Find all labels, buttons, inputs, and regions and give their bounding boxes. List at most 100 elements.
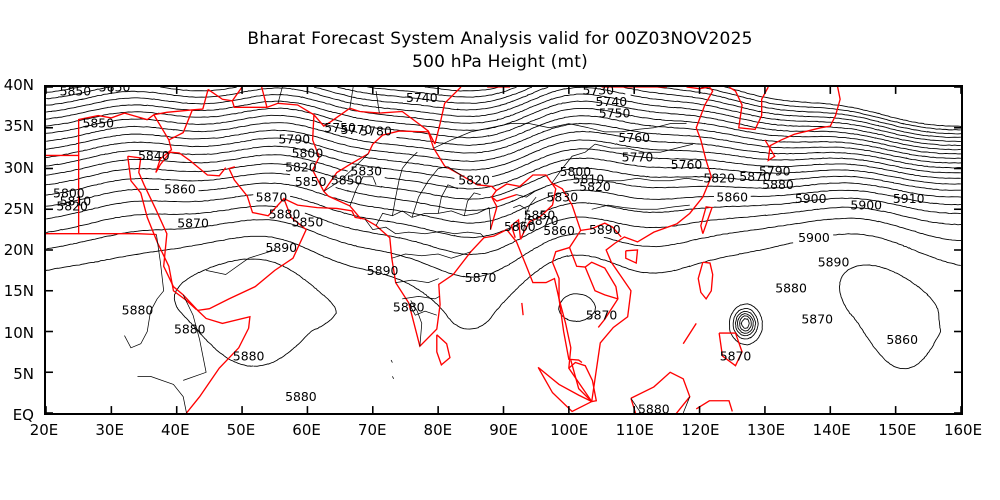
coastline-path bbox=[207, 88, 436, 145]
contour-value-label: 5880 bbox=[285, 389, 317, 404]
x-axis-tick-label: 90E bbox=[489, 421, 518, 439]
contour-line bbox=[46, 87, 626, 117]
contour-value-label: 5890 bbox=[589, 222, 621, 237]
contour-line bbox=[46, 129, 961, 169]
coastline-path bbox=[521, 302, 524, 316]
coastline-path bbox=[168, 109, 193, 141]
contour-line bbox=[739, 315, 752, 332]
contour-value-label: 5750 bbox=[324, 120, 356, 135]
admin-boundary-group bbox=[124, 87, 703, 413]
contour-line bbox=[732, 308, 759, 340]
contour-line bbox=[46, 154, 348, 176]
contour-line bbox=[396, 115, 961, 159]
coastline-path bbox=[630, 371, 691, 413]
admin-boundary-path bbox=[516, 187, 543, 198]
admin-boundary-path bbox=[551, 143, 596, 184]
contour-line bbox=[740, 318, 750, 329]
contour-value-label: 5820 bbox=[703, 171, 735, 186]
contour-line bbox=[46, 107, 343, 127]
contour-value-label: 5860 bbox=[504, 219, 536, 234]
admin-boundary-path bbox=[277, 87, 283, 104]
contour-value-label: 5870 bbox=[739, 169, 771, 184]
contour-value-label: 5850 bbox=[292, 215, 324, 230]
contour-value-label: 5870 bbox=[801, 312, 833, 327]
chart-title-block: Bharat Forecast System Analysis valid fo… bbox=[0, 28, 1000, 74]
y-axis-tick-label: 30N bbox=[3, 158, 34, 177]
admin-boundary-path bbox=[522, 196, 537, 234]
contour-line bbox=[734, 310, 757, 337]
admin-boundary-path bbox=[395, 278, 439, 283]
admin-boundary-path bbox=[206, 249, 275, 275]
coastline-path bbox=[700, 206, 713, 234]
admin-boundary-path bbox=[438, 166, 462, 176]
contour-value-label: 5830 bbox=[547, 190, 579, 205]
x-axis-tick-label: 30E bbox=[95, 421, 124, 439]
x-axis-tick-label: 60E bbox=[292, 421, 321, 439]
admin-boundary-path bbox=[488, 207, 491, 230]
admin-boundary-path bbox=[137, 375, 187, 413]
chart-title-line-1: Bharat Forecast System Analysis valid fo… bbox=[247, 29, 753, 49]
coastline-path bbox=[490, 190, 517, 202]
admin-boundary-path bbox=[323, 153, 369, 192]
contour-value-label: 5870 bbox=[177, 216, 209, 231]
coastline-path bbox=[764, 87, 841, 162]
contour-value-label: 5890 bbox=[818, 255, 850, 270]
coastline-path bbox=[153, 114, 227, 177]
admin-boundary-path bbox=[349, 87, 354, 109]
y-axis-tick-label: 40N bbox=[3, 76, 34, 94]
admin-boundary-path bbox=[402, 296, 440, 300]
x-axis-tick-label: 80E bbox=[423, 421, 453, 439]
contour-line bbox=[603, 217, 961, 248]
contour-line bbox=[337, 87, 533, 104]
contour-value-label: 5870 bbox=[720, 348, 752, 363]
coastline-path bbox=[46, 154, 80, 235]
admin-boundary-path bbox=[392, 376, 395, 379]
contour-line bbox=[838, 264, 941, 370]
contour-value-label: 5790 bbox=[279, 132, 311, 147]
contour-value-label: 5810 bbox=[573, 172, 605, 187]
admin-boundary-path bbox=[437, 184, 458, 214]
admin-boundary-path bbox=[349, 176, 377, 207]
x-axis-tick-label: 150E bbox=[878, 421, 917, 439]
contour-value-label: 5800 bbox=[53, 185, 85, 200]
contour-value-label: 5770 bbox=[341, 122, 373, 137]
contour-line bbox=[46, 114, 358, 134]
coastline-path bbox=[231, 87, 243, 102]
contour-value-label: 5860 bbox=[164, 181, 196, 196]
contour-value-label: 5910 bbox=[893, 191, 925, 206]
coastline-path bbox=[311, 114, 362, 220]
admin-boundary-path bbox=[463, 192, 481, 216]
contour-value-label: 5890 bbox=[367, 263, 399, 278]
coastline-path bbox=[682, 323, 697, 345]
coastline-path bbox=[625, 249, 639, 265]
y-axis-tick-label: 10N bbox=[3, 323, 34, 342]
contour-value-label: 5890 bbox=[265, 240, 297, 255]
coastline-path bbox=[551, 182, 622, 238]
coastline-path bbox=[695, 400, 733, 412]
contour-line bbox=[46, 188, 160, 207]
x-axis-tick-label: 160E bbox=[943, 421, 983, 439]
admin-boundary-path bbox=[408, 302, 437, 316]
admin-boundary-path bbox=[433, 123, 589, 149]
contour-value-label: 5900 bbox=[798, 230, 830, 245]
contour-value-label: 5850 bbox=[99, 87, 131, 94]
contour-value-label: 5880 bbox=[393, 300, 425, 315]
contour-value-label: 5880 bbox=[638, 401, 670, 413]
contour-line bbox=[335, 178, 961, 211]
contour-value-label: 5880 bbox=[269, 207, 301, 222]
contour-value-label: 5780 bbox=[360, 124, 392, 139]
coastline-path bbox=[718, 332, 743, 367]
coastline-path bbox=[261, 87, 268, 108]
contour-value-label: 5900 bbox=[850, 198, 882, 213]
admin-boundary-path bbox=[630, 398, 642, 413]
coastline-path bbox=[434, 87, 462, 145]
contour-value-label: 5870 bbox=[256, 190, 288, 205]
contour-value-label: 5810 bbox=[60, 194, 92, 209]
contour-map-svg: 5850585057305740574057505850575057805770… bbox=[46, 87, 961, 413]
contour-value-label: 5860 bbox=[716, 190, 748, 205]
coastline-path bbox=[283, 198, 593, 402]
admin-boundary-path bbox=[364, 218, 485, 238]
admin-boundary-path bbox=[682, 396, 691, 413]
y-axis-tick-label: 25N bbox=[3, 199, 34, 218]
x-axis-tick-label: 50E bbox=[226, 421, 256, 439]
